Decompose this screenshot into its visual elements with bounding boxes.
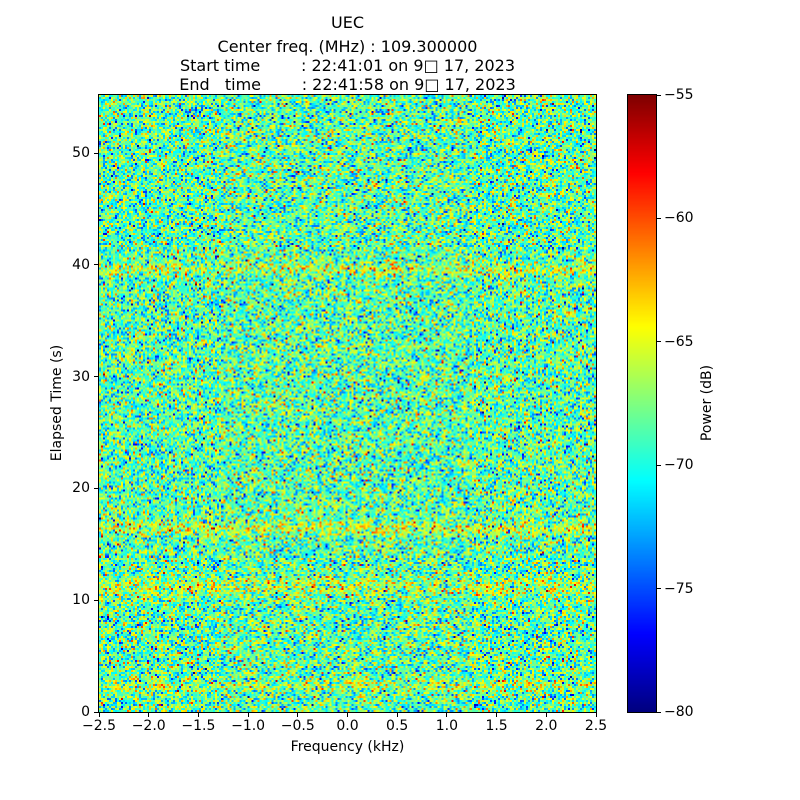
x-tick-label: 1.0 (435, 718, 459, 734)
center-freq-line: Center freq. (MHz) : 109.300000 (217, 37, 478, 56)
x-tick-label: −2.5 (82, 718, 116, 734)
colorbar-label: Power (dB) (699, 364, 715, 442)
colorbar-tick-mark (657, 464, 661, 466)
y-axis-label: Elapsed Time (s) (49, 344, 65, 462)
x-tick-mark (297, 713, 299, 717)
x-tick-mark (197, 713, 199, 717)
x-tick-mark (496, 713, 498, 717)
x-tick-label: 0.0 (336, 718, 359, 734)
x-tick-label: −2.0 (131, 718, 166, 734)
y-tick-label: 50 (72, 145, 90, 162)
x-tick-mark (148, 713, 150, 717)
colorbar-tick-label: −75 (664, 580, 694, 597)
x-tick-mark (396, 713, 398, 717)
x-tick-label: −0.5 (280, 718, 315, 734)
colorbar-canvas (628, 95, 656, 712)
colorbar-tick-label: −55 (664, 87, 694, 103)
y-tick-mark (94, 487, 98, 489)
y-tick-mark (94, 376, 98, 378)
x-tick-label: 2.0 (535, 718, 558, 734)
y-tick-mark (94, 264, 98, 266)
colorbar-tick-mark (657, 711, 661, 713)
x-tick-mark (98, 713, 100, 717)
x-tick-mark (595, 713, 597, 717)
y-tick-mark (94, 152, 98, 154)
colorbar-tick-label: −80 (664, 704, 694, 720)
colorbar-tick-mark (657, 341, 661, 343)
y-tick-mark (94, 599, 98, 601)
spectrogram-plot-area (98, 94, 597, 713)
x-tick-label: 0.5 (386, 718, 409, 734)
colorbar-tick-label: −65 (664, 333, 694, 350)
x-tick-label: 1.5 (485, 718, 508, 734)
start-time-line: Start time : 22:41:01 on 9□ 17, 2023 (179, 56, 516, 75)
x-axis-label: Frequency (kHz) (290, 739, 405, 755)
y-tick-label: 10 (72, 592, 90, 609)
colorbar-tick-label: −70 (664, 457, 694, 474)
x-tick-mark (446, 713, 448, 717)
colorbar (627, 94, 657, 713)
x-tick-mark (247, 713, 249, 717)
x-tick-label: −1.5 (181, 718, 216, 734)
y-tick-label: 30 (72, 368, 90, 385)
colorbar-tick-mark (657, 588, 661, 590)
y-tick-label: 20 (72, 480, 90, 497)
end-time-line: End time : 22:41:58 on 9□ 17, 2023 (179, 75, 516, 94)
x-tick-label: −1.0 (231, 718, 266, 734)
x-tick-mark (545, 713, 547, 717)
y-tick-mark (94, 711, 98, 713)
colorbar-tick-mark (657, 94, 661, 96)
chart-title: UEC (331, 13, 364, 32)
y-tick-label: 40 (72, 256, 90, 273)
x-tick-label: 2.5 (584, 718, 608, 734)
spectrogram-canvas (99, 95, 596, 712)
colorbar-tick-mark (657, 217, 661, 219)
colorbar-tick-label: −60 (664, 210, 694, 227)
y-tick-label: 0 (81, 704, 90, 720)
x-tick-mark (347, 713, 348, 717)
